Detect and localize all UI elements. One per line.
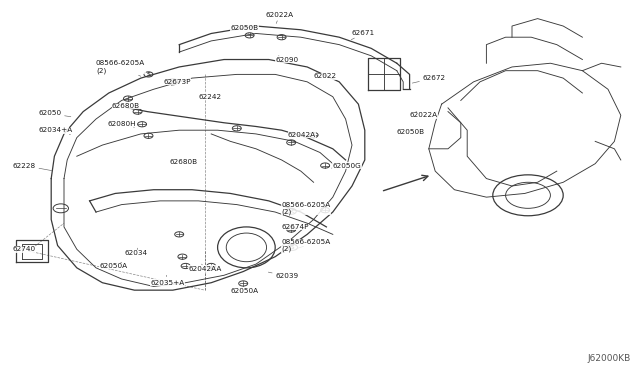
Text: 62039: 62039 bbox=[268, 272, 298, 279]
Text: 62674P: 62674P bbox=[282, 224, 309, 230]
Text: 62680B: 62680B bbox=[170, 159, 198, 165]
Text: 62672: 62672 bbox=[412, 75, 445, 83]
Text: 62740: 62740 bbox=[13, 246, 36, 252]
Text: 62680B: 62680B bbox=[112, 103, 140, 110]
Text: 62050B: 62050B bbox=[230, 25, 259, 35]
Text: 62673P: 62673P bbox=[163, 79, 191, 86]
Text: 08566-6205A
(2): 08566-6205A (2) bbox=[96, 60, 145, 76]
Text: 62022: 62022 bbox=[314, 73, 337, 79]
Text: 62242: 62242 bbox=[198, 94, 221, 100]
Text: 62080H: 62080H bbox=[108, 121, 136, 127]
Text: 08566-6205A
(2): 08566-6205A (2) bbox=[282, 202, 331, 215]
Text: 62050B: 62050B bbox=[397, 129, 425, 135]
Text: 62035+A: 62035+A bbox=[150, 275, 185, 286]
Text: S: S bbox=[147, 72, 150, 77]
Text: 62042A: 62042A bbox=[288, 132, 316, 138]
Text: 62022A: 62022A bbox=[266, 12, 294, 23]
Text: S: S bbox=[291, 245, 294, 250]
Text: 62022A: 62022A bbox=[410, 112, 438, 118]
Text: 62050A: 62050A bbox=[230, 285, 259, 294]
Text: 62050A: 62050A bbox=[99, 262, 127, 269]
Text: 62671: 62671 bbox=[351, 31, 375, 40]
Text: 62034+A: 62034+A bbox=[38, 127, 73, 135]
Text: 62034: 62034 bbox=[125, 248, 148, 256]
Text: 08566-6205A
(2): 08566-6205A (2) bbox=[282, 239, 331, 252]
Text: J62000KB: J62000KB bbox=[587, 354, 630, 363]
Text: 62228: 62228 bbox=[13, 163, 52, 171]
Text: 62050: 62050 bbox=[38, 110, 71, 117]
Text: 62042AA: 62042AA bbox=[189, 264, 222, 272]
Text: 62050G: 62050G bbox=[332, 163, 362, 169]
Text: 62090: 62090 bbox=[275, 56, 298, 62]
